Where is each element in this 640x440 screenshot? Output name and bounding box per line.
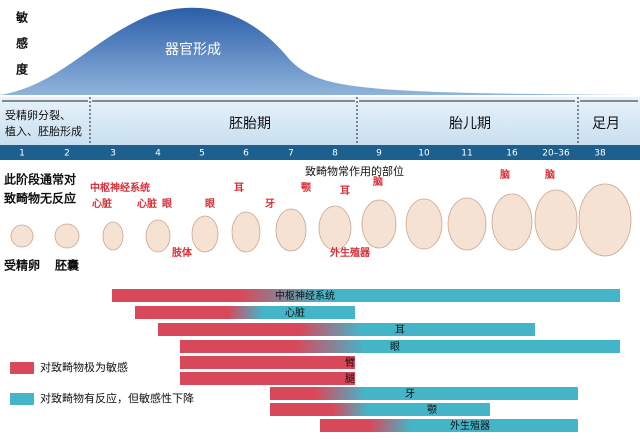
period-label: 足月 <box>592 116 620 132</box>
site-label: 肢体 <box>171 246 193 259</box>
site-label: 心脏 <box>92 197 112 210</box>
bar-label: 牙 <box>405 388 415 400</box>
site-label: 耳 <box>340 185 350 197</box>
legend-label: 对致畸物极为敏感 <box>40 360 128 374</box>
week-label: 16 <box>506 149 518 159</box>
y-label: 敏 <box>15 10 29 25</box>
site-label: 心脏 <box>137 197 157 210</box>
site-label: 中枢神经系统 <box>90 181 150 194</box>
site-label: 眼 <box>162 198 172 210</box>
week-label: 11 <box>461 149 472 159</box>
period-label: 胎儿期 <box>449 116 491 132</box>
site-label: 脑 <box>373 175 383 188</box>
bar-label: 臂 <box>345 356 355 369</box>
week-label: 2 <box>64 149 70 159</box>
week-label: 6 <box>243 149 249 159</box>
sensitivity-curve <box>0 7 640 96</box>
week-label: 1 <box>19 149 25 159</box>
sensitivity-bar <box>158 323 535 336</box>
site-label: 眼 <box>205 198 215 210</box>
y-label: 感 <box>16 36 28 51</box>
legend-swatch <box>10 393 34 405</box>
week-label: 10 <box>418 149 430 159</box>
week-row: 1 2 3 4 5 6 7 8 9 10 11 16 20–36 38 <box>19 149 606 159</box>
sensitivity-bar <box>270 387 578 400</box>
sites-title: 致畸物常作用的部位 <box>305 164 404 178</box>
week-label: 7 <box>288 149 294 159</box>
week-label: 38 <box>594 149 606 159</box>
week-label: 8 <box>332 149 338 159</box>
week-label: 9 <box>376 149 382 159</box>
curve-label: 器官形成 <box>165 42 221 58</box>
bar-label: 外生殖器 <box>450 419 490 432</box>
site-label: 牙 <box>265 198 275 210</box>
week-label: 4 <box>155 149 161 159</box>
bar-label: 心脏 <box>285 306 305 319</box>
site-label: 外生殖器 <box>329 246 371 259</box>
site-label: 脑 <box>500 168 510 181</box>
week-band <box>0 145 640 160</box>
period-label: 胚胎期 <box>229 116 271 132</box>
site-label: 颚 <box>301 182 311 194</box>
sensitivity-bar <box>180 340 620 353</box>
note: 致畸物无反应 <box>4 191 76 206</box>
bar-label: 眼 <box>390 341 400 353</box>
sensitivity-bar <box>180 356 355 369</box>
sensitivity-bar <box>112 289 620 302</box>
week-label: 3 <box>110 149 116 159</box>
period-band <box>0 97 640 145</box>
y-label: 度 <box>16 62 29 77</box>
note: 此阶段通常对 <box>4 172 76 187</box>
week-label: 5 <box>199 149 205 159</box>
bar-label: 腿 <box>345 373 355 385</box>
stage-label: 胚囊 <box>55 258 80 273</box>
week-label: 20–36 <box>542 149 570 159</box>
sensitivity-bar <box>180 372 355 385</box>
sensitivity-bar <box>135 306 355 319</box>
stage-label: 受精卵 <box>4 258 40 273</box>
sensitivity-bar <box>320 419 578 432</box>
legend-label: 对致畸物有反应，但敏感性下降 <box>40 391 194 405</box>
bar-label: 中枢神经系统 <box>275 289 335 302</box>
period-arrows <box>2 97 638 145</box>
embryos <box>10 183 632 257</box>
site-label: 耳 <box>234 182 244 194</box>
legend-swatch <box>10 362 34 374</box>
period-label: 受精卵分裂、植入、胚胎形成 <box>5 109 82 138</box>
sensitivity-bar <box>270 403 490 416</box>
site-label: 脑 <box>545 168 555 181</box>
bar-label: 颚 <box>427 404 437 416</box>
bar-label: 耳 <box>395 324 405 336</box>
